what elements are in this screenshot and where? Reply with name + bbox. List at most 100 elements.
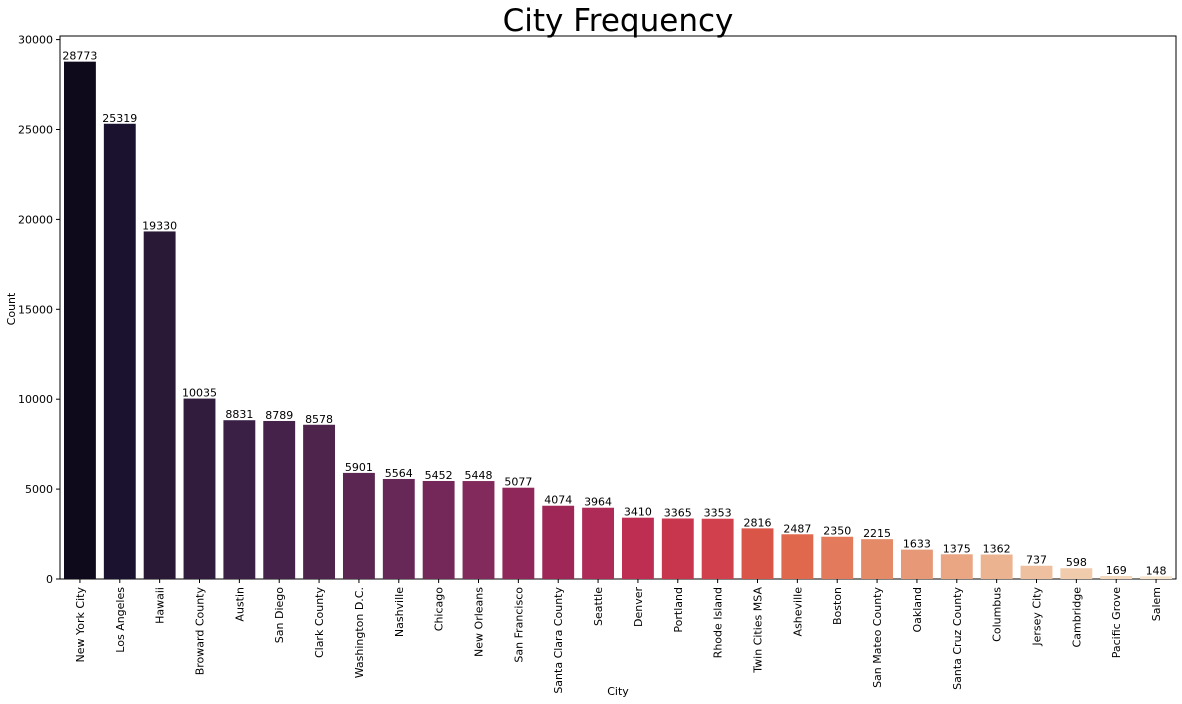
bar-value-label: 2487 [783, 522, 811, 535]
x-tick-label: New York City [74, 587, 87, 663]
bar-value-label: 10035 [182, 387, 217, 400]
bar [1060, 568, 1093, 579]
x-tick-label: Asheville [791, 587, 804, 637]
bar [741, 528, 774, 579]
x-tick-label: Oakland [911, 587, 924, 633]
bar [263, 420, 296, 579]
bar-value-label: 8578 [305, 413, 333, 426]
x-tick-label: Jersey City [1031, 587, 1044, 647]
plot-frame [59, 35, 1177, 580]
bar-value-label: 3964 [584, 496, 612, 509]
bar-value-label: 737 [1026, 554, 1047, 567]
x-tick-label: Hawaii [154, 587, 167, 624]
y-tick-label: 10000 [18, 393, 53, 406]
x-tick-label: San Mateo County [871, 587, 884, 688]
bar-value-label: 28773 [62, 50, 97, 63]
x-tick-label: Denver [632, 587, 645, 627]
bar-value-label: 148 [1146, 564, 1167, 577]
bar [422, 480, 455, 579]
y-axis: 0 5000 10000 15000 20000 25000 30000 [18, 34, 60, 586]
bar-value-label: 2816 [744, 516, 772, 529]
y-tick-label: 15000 [18, 303, 53, 316]
x-tick-label: Santa Cruz County [951, 587, 964, 690]
bar-value-label: 2215 [863, 527, 891, 540]
chart-title: City Frequency [503, 3, 734, 39]
x-tick-label: Seattle [592, 587, 605, 626]
bar-value-label: 25319 [102, 112, 137, 125]
x-tick-label: New Orleans [473, 587, 486, 657]
bar [1100, 575, 1133, 579]
y-tick-label: 25000 [18, 123, 53, 136]
bar-value-label: 598 [1066, 556, 1087, 569]
bar [940, 554, 973, 579]
bar [661, 518, 694, 579]
bar [103, 123, 136, 580]
bar [303, 424, 336, 579]
y-tick-label: 20000 [18, 213, 53, 226]
x-tick-label: Santa Clara County [552, 587, 565, 694]
bar [382, 478, 415, 579]
bar [861, 539, 894, 579]
x-tick-label: San Diego [273, 587, 286, 643]
bars-group: 28773 25319 19330 10035 8831 8789 8578 5901 5564… [62, 50, 1173, 580]
bar [1140, 576, 1173, 579]
bar-value-label: 3410 [624, 506, 652, 519]
bar-value-label: 19330 [142, 219, 177, 232]
x-tick-label: Salem [1150, 587, 1163, 621]
bar [1020, 565, 1053, 579]
bar-value-label: 4074 [544, 494, 572, 507]
bar-value-label: 8789 [265, 409, 293, 422]
x-tick-label: Los Angeles [114, 587, 127, 653]
bar [900, 549, 933, 579]
x-tick-label: Austin [233, 587, 246, 622]
bar-value-label: 1375 [943, 542, 971, 555]
x-tick-label: Nashville [393, 587, 406, 637]
bar [821, 536, 854, 579]
x-tick-label: Broward County [194, 587, 207, 676]
y-axis-label: Count [5, 292, 18, 325]
bar-value-label: 2350 [823, 525, 851, 538]
x-tick-label: Rhode Island [712, 587, 725, 658]
plot-area: 28773 25319 19330 10035 8831 8789 8578 5901 5564… [18, 34, 1177, 694]
bar-value-label: 1362 [983, 543, 1011, 556]
bar [143, 231, 176, 580]
bar [342, 472, 375, 579]
x-tick-label: Washington D.C. [353, 587, 366, 678]
bar-value-label: 5448 [465, 469, 493, 482]
y-tick-label: 5000 [25, 483, 53, 496]
bar-value-label: 3353 [704, 507, 732, 520]
y-tick-label: 30000 [18, 34, 53, 47]
bar-value-label: 5452 [425, 469, 453, 482]
x-tick-label: Portland [672, 587, 685, 633]
bar [621, 517, 654, 579]
bar-value-label: 5564 [385, 467, 413, 480]
x-tick-label: Boston [831, 587, 844, 625]
x-tick-label: Chicago [433, 587, 446, 631]
bar [781, 534, 814, 579]
x-axis: New York City Los Angeles Hawaii Broward Co… [74, 579, 1163, 694]
bar [223, 420, 256, 579]
bar [462, 481, 495, 579]
bar [582, 507, 615, 579]
y-tick-label: 0 [46, 573, 53, 586]
x-tick-label: Clark County [313, 587, 326, 659]
bar-value-label: 5077 [504, 476, 532, 489]
bar-value-label: 169 [1106, 564, 1127, 577]
bar [542, 505, 575, 579]
x-axis-label: City [607, 685, 629, 698]
bar [183, 398, 216, 579]
x-tick-label: Twin Cities MSA [752, 587, 765, 674]
x-tick-label: San Francisco [512, 587, 525, 663]
bar [63, 61, 96, 579]
bar-value-label: 8831 [225, 408, 253, 421]
bar [980, 554, 1013, 579]
x-tick-label: Cambridge [1070, 587, 1083, 648]
x-tick-label: Pacific Grove [1110, 587, 1123, 659]
bar-value-label: 1633 [903, 538, 931, 551]
bar-value-label: 5901 [345, 461, 373, 474]
bar [701, 518, 734, 579]
bar [502, 487, 535, 579]
bar-value-label: 3365 [664, 506, 692, 519]
x-tick-label: Columbus [991, 587, 1004, 642]
